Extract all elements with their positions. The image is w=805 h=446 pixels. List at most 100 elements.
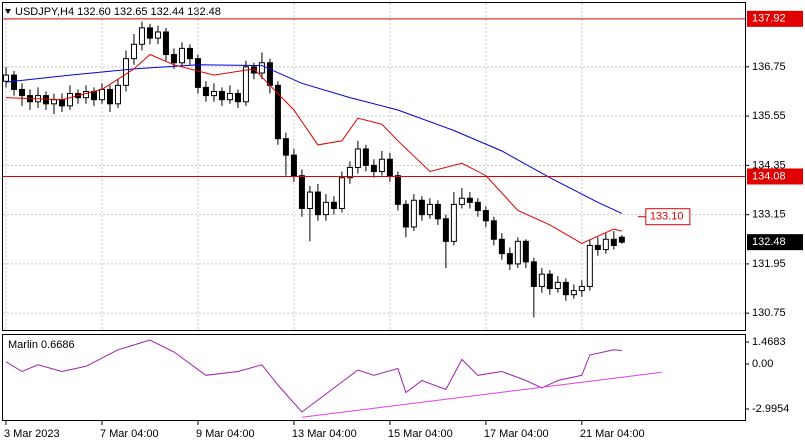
- candle-body: [602, 238, 609, 251]
- line: [5, 53, 622, 244]
- candle-body: [458, 197, 465, 205]
- candle-body: [186, 47, 193, 60]
- candle-body: [594, 244, 601, 251]
- candle-body: [98, 88, 105, 101]
- candle-body: [306, 191, 313, 209]
- trend-line: [301, 371, 662, 418]
- candle-body: [562, 281, 569, 296]
- candle-body: [66, 93, 73, 107]
- candle-body: [618, 236, 625, 243]
- candle-body: [266, 62, 273, 86]
- candle-body: [106, 88, 113, 105]
- candle-body: [290, 154, 297, 177]
- candle-body: [578, 285, 585, 292]
- candle-body: [466, 197, 473, 203]
- candle-body: [178, 47, 185, 64]
- candle-body: [546, 273, 553, 290]
- candle-body: [370, 164, 377, 173]
- last-price-label: 132.48: [752, 236, 786, 248]
- candle-body: [90, 90, 97, 101]
- y-tick-label: 0.00: [752, 358, 773, 370]
- candle-body: [234, 93, 241, 103]
- y-tick-label: 131.95: [752, 258, 786, 270]
- candle-body: [82, 90, 89, 99]
- candle-body: [570, 290, 577, 296]
- candle-body: [490, 220, 497, 240]
- candle-body: [298, 175, 305, 209]
- last-price-box: [747, 234, 803, 251]
- candle-body: [482, 210, 489, 222]
- candle-body: [258, 62, 265, 74]
- candle-body: [18, 88, 25, 97]
- candle-body: [402, 203, 409, 228]
- annotation-box: [645, 208, 691, 226]
- y-tick-label: 134.35: [752, 159, 786, 171]
- y-tick-label: 133.15: [752, 209, 786, 221]
- candle-body: [250, 66, 257, 74]
- candle-body: [338, 177, 345, 209]
- candle-body: [10, 74, 17, 90]
- x-tick-label: 21 Mar 04:00: [580, 428, 645, 440]
- candle-body: [194, 58, 201, 88]
- candle-body: [410, 199, 417, 228]
- line: [5, 339, 622, 413]
- candle-body: [330, 201, 337, 209]
- candle-body: [506, 253, 513, 265]
- candle-body: [554, 281, 561, 290]
- price-label: 137.92: [752, 13, 786, 25]
- chart-title: USDJPY,H4 132.60 132.65 132.44 132.48: [15, 6, 221, 18]
- candle-body: [386, 158, 393, 177]
- candle-body: [610, 238, 617, 246]
- candle-body: [362, 148, 369, 166]
- x-tick-label: 3 Mar 2023: [4, 428, 60, 440]
- candle-body: [50, 99, 57, 105]
- candle-body: [450, 203, 457, 242]
- y-tick-label: 1.4683: [752, 336, 786, 348]
- y-tick-label: 130.75: [752, 307, 786, 319]
- candle-body: [242, 66, 249, 103]
- candle-body: [538, 273, 545, 287]
- price-label: 134.08: [752, 170, 786, 182]
- candle-body: [514, 240, 521, 265]
- candle-body: [282, 138, 289, 156]
- x-tick-label: 7 Mar 04:00: [100, 428, 159, 440]
- candle-body: [218, 90, 225, 101]
- candle-body: [530, 261, 537, 287]
- candle-body: [434, 203, 441, 220]
- candle-body: [394, 175, 401, 205]
- candle-body: [586, 244, 593, 287]
- candle-body: [42, 95, 49, 105]
- candle-body: [522, 240, 529, 263]
- candle-body: [146, 27, 153, 39]
- candle-body: [226, 93, 233, 101]
- candle-body: [314, 191, 321, 216]
- price-label-box: [747, 10, 803, 27]
- candle-body: [474, 201, 481, 212]
- candle-body: [154, 31, 161, 39]
- y-tick-label: 135.55: [752, 110, 786, 122]
- candle-body: [58, 99, 65, 107]
- annotation-label: 133.10: [650, 211, 684, 223]
- y-tick-label: -2.9954: [752, 403, 789, 415]
- candle-body: [442, 218, 449, 242]
- x-tick-label: 17 Mar 04:00: [484, 428, 549, 440]
- candle-body: [202, 86, 209, 97]
- menu-arrow: [5, 9, 11, 14]
- candle-body: [418, 199, 425, 216]
- candle-body: [114, 84, 121, 105]
- price-label-box: [747, 168, 803, 185]
- candle-body: [138, 27, 145, 45]
- main-panel: [2, 2, 746, 331]
- candle-body: [274, 84, 281, 140]
- candle-body: [2, 74, 9, 82]
- candle-body: [130, 43, 137, 60]
- candle-body: [122, 58, 129, 86]
- indicator-title: Marlin 0.6686: [8, 339, 75, 351]
- candle-body: [162, 31, 169, 56]
- x-tick-label: 9 Mar 04:00: [196, 428, 255, 440]
- x-tick-label: 15 Mar 04:00: [388, 428, 453, 440]
- candle-body: [210, 90, 217, 97]
- y-tick-label: 136.75: [752, 61, 786, 73]
- x-tick-label: 13 Mar 04:00: [292, 428, 357, 440]
